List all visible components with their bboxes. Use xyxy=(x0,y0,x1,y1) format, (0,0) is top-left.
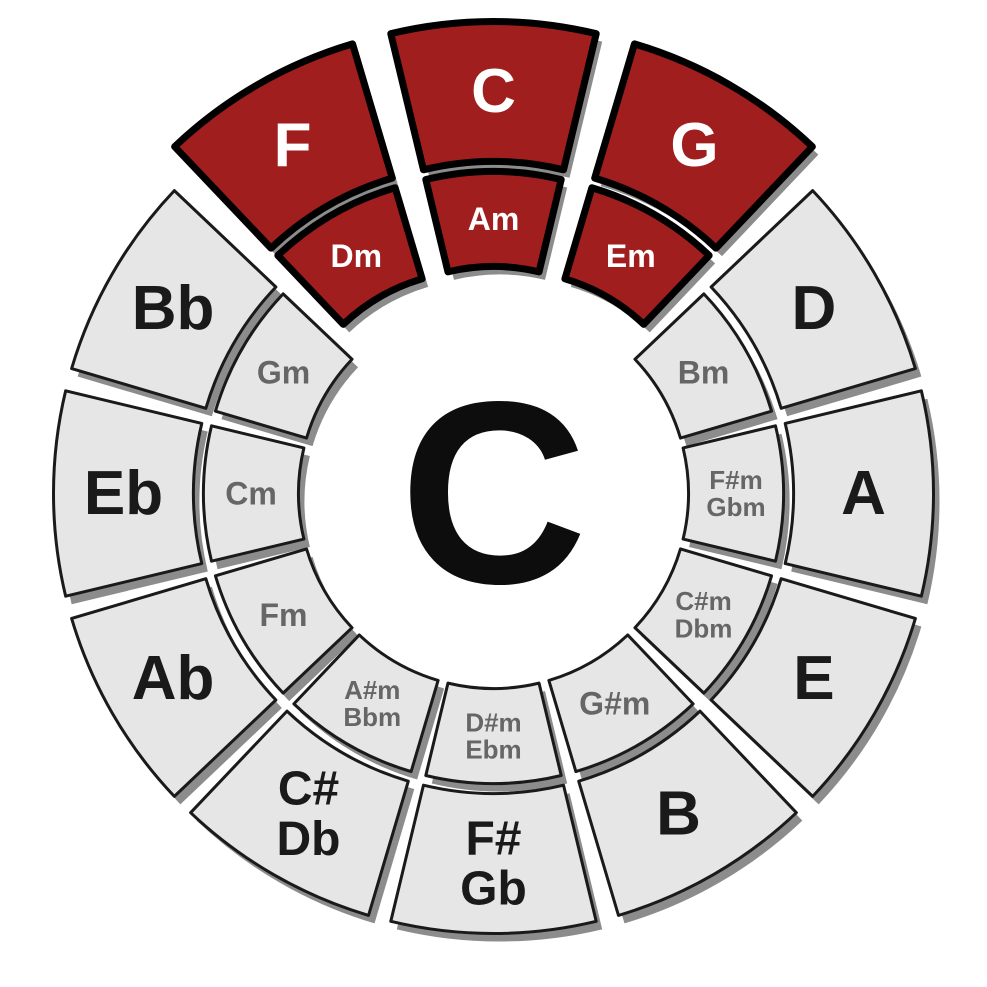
major-label-3: A xyxy=(841,459,886,528)
major-label-11: F xyxy=(274,111,312,180)
minor-label-2: Bm xyxy=(678,354,730,390)
minor-label-6: D#mEbm xyxy=(465,707,521,764)
major-label-7: C#Db xyxy=(277,762,341,865)
minor-label-4: C#mDbm xyxy=(675,586,733,643)
major-label-10: Bb xyxy=(132,274,215,343)
major-label-1: G xyxy=(670,111,718,180)
major-label-4: E xyxy=(793,644,834,713)
major-label-8: Ab xyxy=(132,644,215,713)
minor-label-7: A#mBbm xyxy=(343,675,401,732)
center-key-label: C xyxy=(400,349,588,639)
minor-label-10: Gm xyxy=(257,354,310,390)
circle-of-fifths: C Am G Em D Bm A F#mGbm E C#mDbm B G#m F#Gb D#mEbm C#D… xyxy=(0,0,987,987)
minor-label-3: F#mGbm xyxy=(706,465,765,522)
minor-label-8: Fm xyxy=(259,597,307,633)
major-label-2: D xyxy=(792,274,837,343)
minor-label-11: Dm xyxy=(330,238,382,274)
major-label-9: Eb xyxy=(84,459,163,528)
minor-label-0: Am xyxy=(468,201,520,237)
major-label-5: B xyxy=(656,779,701,848)
minor-label-1: Em xyxy=(606,238,656,274)
major-label-0: C xyxy=(471,57,516,126)
minor-label-5: G#m xyxy=(579,686,650,722)
major-label-6: F#Gb xyxy=(460,812,527,915)
minor-label-9: Cm xyxy=(225,476,277,512)
